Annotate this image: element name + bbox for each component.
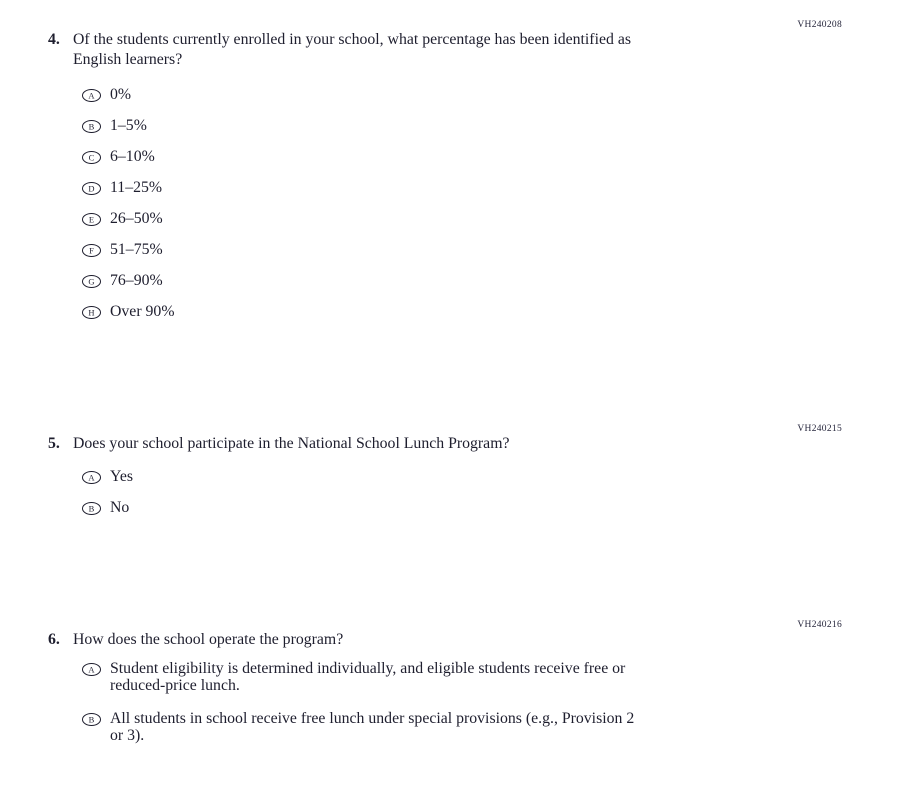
option-label: All students in school receive free lunc… xyxy=(110,710,634,744)
bubble-letter: E xyxy=(88,214,95,225)
question-text-line: English learners? xyxy=(73,51,183,68)
question-number: 6. xyxy=(48,631,60,648)
bubble-letter: B xyxy=(88,503,95,514)
answer-bubble-icon[interactable]: A xyxy=(82,88,101,102)
option-label-line: Student eligibility is determined indivi… xyxy=(110,660,626,677)
answer-option-yes[interactable]: A Yes xyxy=(0,468,912,486)
answer-bubble-icon[interactable]: B xyxy=(82,119,101,133)
answer-bubble-icon[interactable]: A xyxy=(82,470,101,484)
question-code: VH240208 xyxy=(797,20,842,30)
question-block-6: VH240216 6. How does the school operate … xyxy=(0,616,912,744)
answer-option-no[interactable]: B No xyxy=(0,499,912,517)
bubble-letter: A xyxy=(88,90,95,101)
bubble-letter: B xyxy=(88,121,95,132)
option-label: Yes xyxy=(110,468,133,485)
question-block-4: VH240208 4. Of the students currently en… xyxy=(0,16,912,321)
question-heading: 4. Of the students currently enrolled in… xyxy=(0,16,912,70)
question-block-5: VH240215 5. Does your school participate… xyxy=(0,420,912,517)
option-label: 0% xyxy=(110,86,132,103)
option-label-line: or 3). xyxy=(110,727,145,744)
answer-option-h[interactable]: H Over 90% xyxy=(0,303,912,321)
option-label: 1–5% xyxy=(110,117,147,134)
option-label: Student eligibility is determined indivi… xyxy=(110,660,625,694)
answer-option-a[interactable]: A 0% xyxy=(0,86,912,104)
question-heading: 6. How does the school operate the progr… xyxy=(0,616,912,650)
bubble-letter: D xyxy=(88,183,95,194)
question-text: Of the students currently enrolled in yo… xyxy=(73,30,842,70)
answer-bubble-icon[interactable]: H xyxy=(82,305,101,319)
answer-bubble-icon[interactable]: B xyxy=(82,712,101,726)
answer-option-b[interactable]: B 1–5% xyxy=(0,117,912,135)
bubble-letter: H xyxy=(88,307,95,318)
answer-bubble-icon[interactable]: E xyxy=(82,212,101,226)
option-label: 26–50% xyxy=(110,210,163,227)
answer-option-f[interactable]: F 51–75% xyxy=(0,241,912,259)
bubble-letter: F xyxy=(89,245,94,256)
option-label-line: All students in school receive free lunc… xyxy=(110,710,635,727)
answer-option-g[interactable]: G 76–90% xyxy=(0,272,912,290)
bubble-letter: A xyxy=(88,472,95,483)
option-label: Over 90% xyxy=(110,303,175,320)
option-label: 51–75% xyxy=(110,241,163,258)
answer-option-b[interactable]: B All students in school receive free lu… xyxy=(0,710,912,744)
answer-option-a[interactable]: A Student eligibility is determined indi… xyxy=(0,660,912,694)
question-code: VH240215 xyxy=(797,424,842,434)
answer-bubble-icon[interactable]: D xyxy=(82,181,101,195)
answer-bubble-icon[interactable]: A xyxy=(82,662,101,676)
answer-option-c[interactable]: C 6–10% xyxy=(0,148,912,166)
bubble-letter: B xyxy=(88,714,95,725)
question-text-line: How does the school operate the program? xyxy=(73,631,344,648)
option-label: 76–90% xyxy=(110,272,163,289)
option-label: 11–25% xyxy=(110,179,163,196)
question-number: 5. xyxy=(48,435,60,452)
option-label: 6–10% xyxy=(110,148,155,165)
option-label: No xyxy=(110,499,130,516)
answer-options: A Yes B No xyxy=(0,468,912,517)
bubble-letter: G xyxy=(88,276,95,287)
answer-options: A 0% B 1–5% C 6–10% D 11–25% E 26–50% F … xyxy=(0,86,912,321)
answer-bubble-icon[interactable]: C xyxy=(82,150,101,164)
question-text-line: Does your school participate in the Nati… xyxy=(73,435,510,452)
question-text: Does your school participate in the Nati… xyxy=(73,434,842,454)
bubble-letter: A xyxy=(88,664,95,675)
question-text-line: Of the students currently enrolled in yo… xyxy=(73,31,631,48)
answer-bubble-icon[interactable]: B xyxy=(82,501,101,515)
question-text: How does the school operate the program? xyxy=(73,630,842,650)
question-code: VH240216 xyxy=(797,620,842,630)
answer-option-e[interactable]: E 26–50% xyxy=(0,210,912,228)
answer-bubble-icon[interactable]: F xyxy=(82,243,101,257)
answer-option-d[interactable]: D 11–25% xyxy=(0,179,912,197)
answer-bubble-icon[interactable]: G xyxy=(82,274,101,288)
question-number: 4. xyxy=(48,31,60,48)
option-label-line: reduced-price lunch. xyxy=(110,677,240,694)
answer-options: A Student eligibility is determined indi… xyxy=(0,660,912,744)
bubble-letter: C xyxy=(88,152,95,163)
question-heading: 5. Does your school participate in the N… xyxy=(0,420,912,454)
